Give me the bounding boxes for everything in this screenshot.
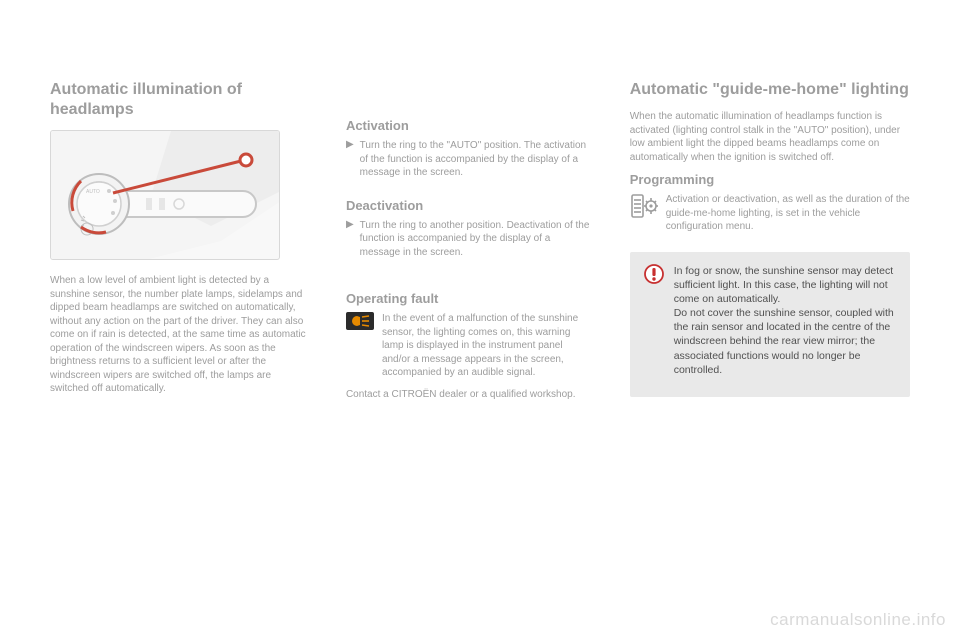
bullet-arrow-icon: ▶ [346,219,354,268]
headlamps-body: When a low level of ambient light is det… [50,274,306,396]
page-root: Automatic illumination of headlamps AUTO [0,0,960,439]
alert-icon [644,264,666,284]
watermark-text: carmanualsonline.info [770,610,946,630]
programming-body: Activation or deactivation, as well as t… [666,193,910,234]
activation-body: Turn the ring to the "AUTO" position. Th… [360,139,590,180]
warning-callout: In fog or snow, the sunshine sensor may … [630,252,910,397]
fault-body-2: Contact a CITROËN dealer or a qualified … [346,388,590,402]
warning-text: In fog or snow, the sunshine sensor may … [674,264,896,377]
fault-lamp-icon [346,312,374,330]
headlamps-title: Automatic illumination of headlamps [50,80,306,120]
activation-heading: Activation [346,118,590,133]
deactivation-item: ▶ Turn the ring to another position. Dea… [346,219,590,268]
col-mid: Activation ▶ Turn the ring to the "AUTO"… [346,80,590,409]
svg-text:AUTO: AUTO [86,189,100,195]
stalk-illustration-icon: AUTO [51,131,280,260]
guide-title: Automatic "guide-me-home" lighting [630,80,910,100]
programming-heading: Programming [630,172,910,187]
bullet-arrow-icon: ▶ [346,139,354,188]
spacer [346,80,590,112]
menu-settings-icon [630,193,658,219]
col-left: Automatic illumination of headlamps AUTO [50,80,306,409]
fault-heading: Operating fault [346,291,590,306]
deactivation-body: Turn the ring to another position. Deact… [360,219,590,260]
stalk-figure: AUTO [50,130,280,260]
fault-row: In the event of a malfunction of the sun… [346,312,590,388]
col-right: Automatic "guide-me-home" lighting When … [630,80,910,409]
programming-row: Activation or deactivation, as well as t… [630,193,910,242]
deactivation-heading: Deactivation [346,198,590,213]
guide-intro: When the automatic illumination of headl… [630,110,910,164]
activation-item: ▶ Turn the ring to the "AUTO" position. … [346,139,590,188]
fault-body: In the event of a malfunction of the sun… [382,312,590,380]
